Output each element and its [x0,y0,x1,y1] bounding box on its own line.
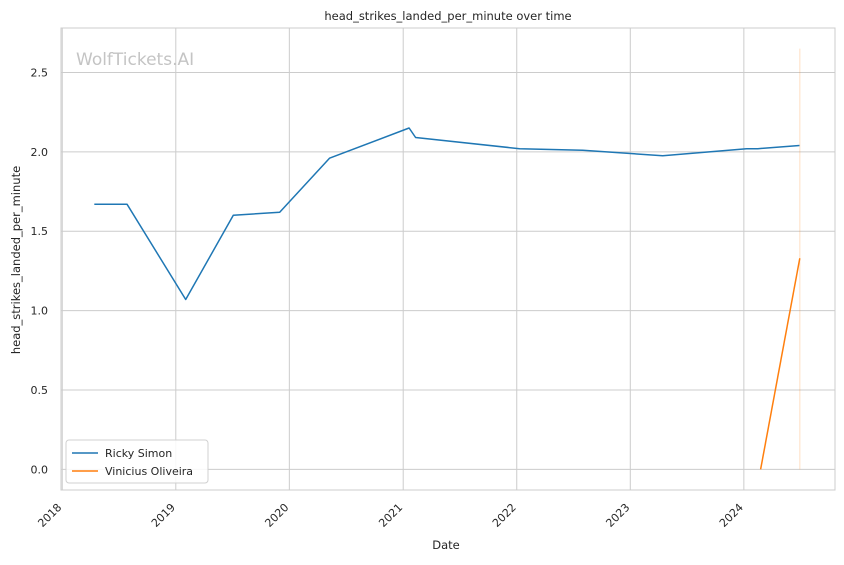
x-tick-label: 2018 [35,501,64,530]
watermark: WolfTickets.AI [76,50,194,70]
x-tick-label: 2024 [717,501,746,530]
series-lines [94,127,801,470]
x-tick-labels: 2018 2019 2020 2021 2022 2023 2024 [35,501,746,530]
chart-title: head_strikes_landed_per_minute over time [324,9,571,23]
legend-label-vinicius-oliveira: Vinicius Oliveira [105,465,193,478]
series-line-vinicius-oliveira [759,258,801,470]
y-tick-label: 2.0 [31,146,49,159]
plot-area [60,27,836,491]
x-tick-label: 2019 [149,501,178,530]
y-axis-label: head_strikes_landed_per_minute [9,166,23,354]
x-axis-label: Date [432,538,460,552]
y-tick-label: 0.0 [31,463,49,476]
x-tick-label: 2020 [262,501,291,530]
x-tick-label: 2022 [490,501,519,530]
y-tick-labels: 0.0 0.5 1.0 1.5 2.0 2.5 [31,66,49,476]
legend: Ricky Simon Vinicius Oliveira [65,439,209,484]
grid [61,28,835,490]
y-tick-label: 1.0 [31,305,49,318]
y-tick-label: 1.5 [31,225,49,238]
series-line-ricky-simon [94,127,800,301]
x-tick-label: 2023 [603,501,632,530]
legend-box [65,439,209,484]
y-tick-label: 2.5 [31,66,49,79]
y-tick-label: 0.5 [31,384,49,397]
legend-label-ricky-simon: Ricky Simon [105,447,172,460]
x-tick-label: 2021 [376,501,405,530]
